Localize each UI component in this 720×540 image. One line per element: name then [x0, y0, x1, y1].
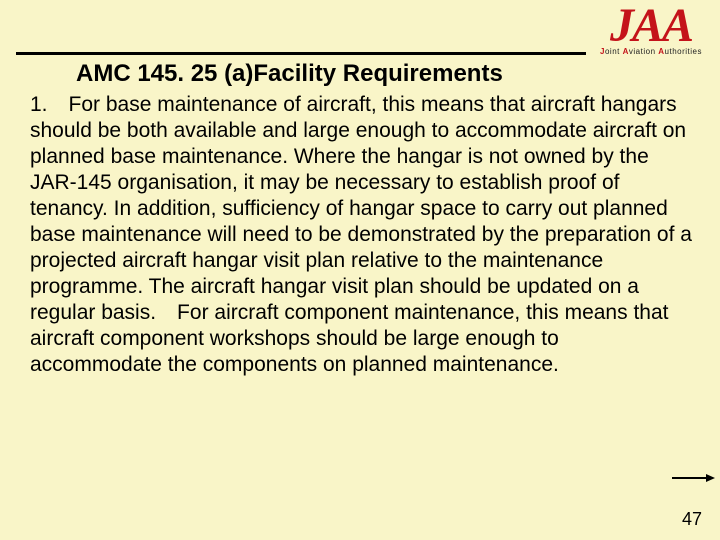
arrow-line — [672, 477, 708, 479]
slide: JAA Joint Aviation Authorities AMC 145. … — [0, 0, 720, 540]
page-number: 47 — [682, 509, 702, 530]
arrow-head — [706, 474, 715, 482]
logo-main: JAA — [600, 2, 702, 50]
slide-title: AMC 145. 25 (a)Facility Requirements — [76, 60, 503, 88]
horizontal-rule — [16, 52, 586, 55]
body-paragraph: 1. For base maintenance of aircraft, thi… — [30, 92, 696, 378]
jaa-logo: JAA Joint Aviation Authorities — [600, 2, 702, 56]
logo-subtitle: Joint Aviation Authorities — [600, 48, 702, 56]
